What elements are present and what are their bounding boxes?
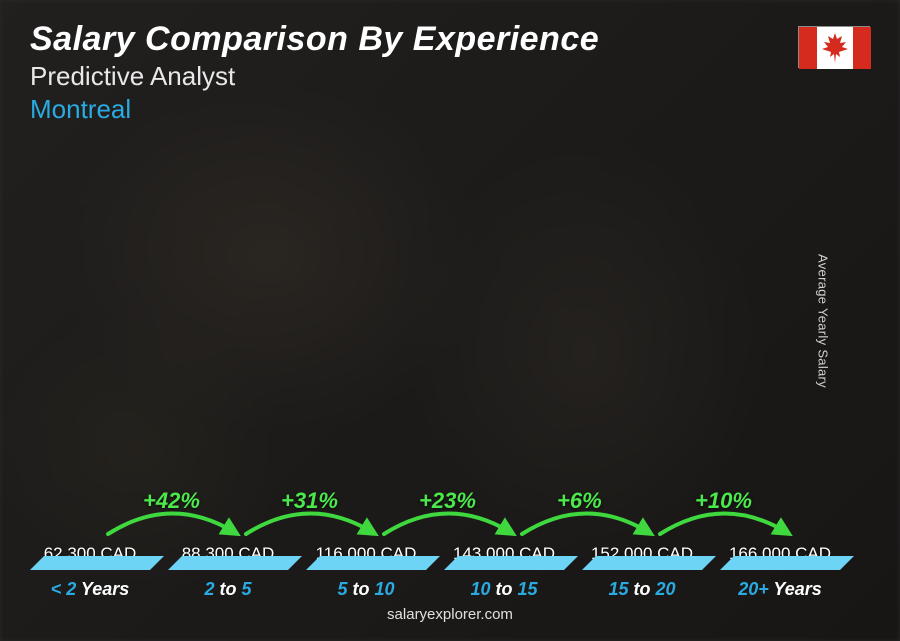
chart-location: Montreal (30, 94, 870, 125)
bar-5: 166,000 CAD (720, 544, 840, 570)
category-label: 2 to 5 (168, 579, 288, 600)
category-label: 10 to 15 (444, 579, 564, 600)
category-label: 15 to 20 (582, 579, 702, 600)
chart-subtitle: Predictive Analyst (30, 61, 870, 92)
bar-0: 62,300 CAD (30, 544, 150, 570)
pct-change-label: +23% (419, 488, 476, 514)
category-label: < 2 Years (30, 579, 150, 600)
pct-change-label: +6% (557, 488, 602, 514)
bar-3: 143,000 CAD (444, 544, 564, 570)
bar-chart: 62,300 CAD 88,300 CAD 116,000 CAD 143,000 C… (30, 139, 840, 600)
bar-4: 152,000 CAD (582, 544, 702, 570)
category-labels: < 2 Years 2 to 5 5 to 10 10 to 15 15 to 20 20… (30, 579, 840, 600)
pct-change-label: +31% (281, 488, 338, 514)
bar-2: 116,000 CAD (306, 544, 426, 570)
category-label: 5 to 10 (306, 579, 426, 600)
infographic-container: Salary Comparison By Experience Predicti… (0, 0, 900, 641)
footer-attribution: salaryexplorer.com (30, 606, 870, 623)
canada-flag-icon (798, 26, 870, 68)
category-label: 20+ Years (720, 579, 840, 600)
pct-change-label: +42% (143, 488, 200, 514)
header: Salary Comparison By Experience Predicti… (30, 20, 870, 125)
bar-1: 88,300 CAD (168, 544, 288, 570)
pct-change-label: +10% (695, 488, 752, 514)
chart-title: Salary Comparison By Experience (30, 20, 870, 59)
